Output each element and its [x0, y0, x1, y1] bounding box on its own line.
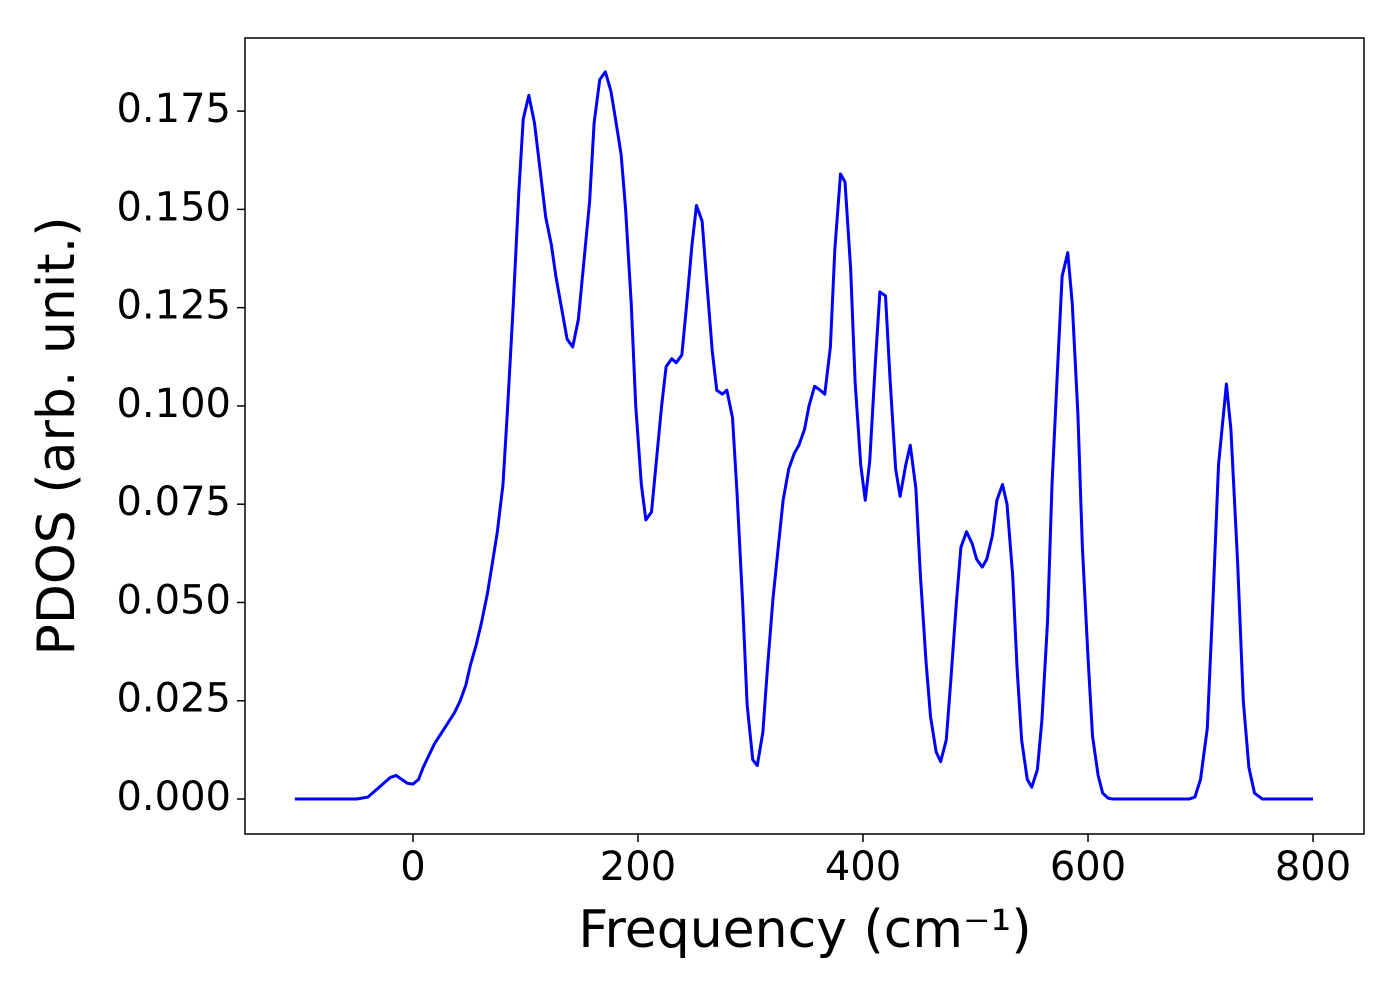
x-tick-label: 0 [400, 844, 425, 890]
x-tick-label: 800 [1275, 844, 1351, 890]
y-tick-label: 0.175 [116, 86, 231, 132]
x-tick-label: 400 [825, 844, 901, 890]
y-tick-label: 0.100 [116, 381, 231, 427]
y-tick-label: 0.000 [116, 774, 231, 820]
y-tick-label: 0.150 [116, 184, 231, 230]
y-tick-label: 0.075 [116, 479, 231, 525]
y-tick-label: 0.050 [116, 577, 231, 623]
y-tick-label: 0.125 [116, 283, 231, 329]
plot-frame [244, 37, 1365, 835]
y-axis-label: PDOS (arb. unit.) [27, 216, 87, 655]
x-axis-label: Frequency (cm⁻¹) [578, 900, 1031, 960]
y-tick-label: 0.025 [116, 676, 231, 722]
x-tick-label: 200 [600, 844, 676, 890]
x-tick-label: 600 [1050, 844, 1126, 890]
data-line [294, 70, 1314, 801]
